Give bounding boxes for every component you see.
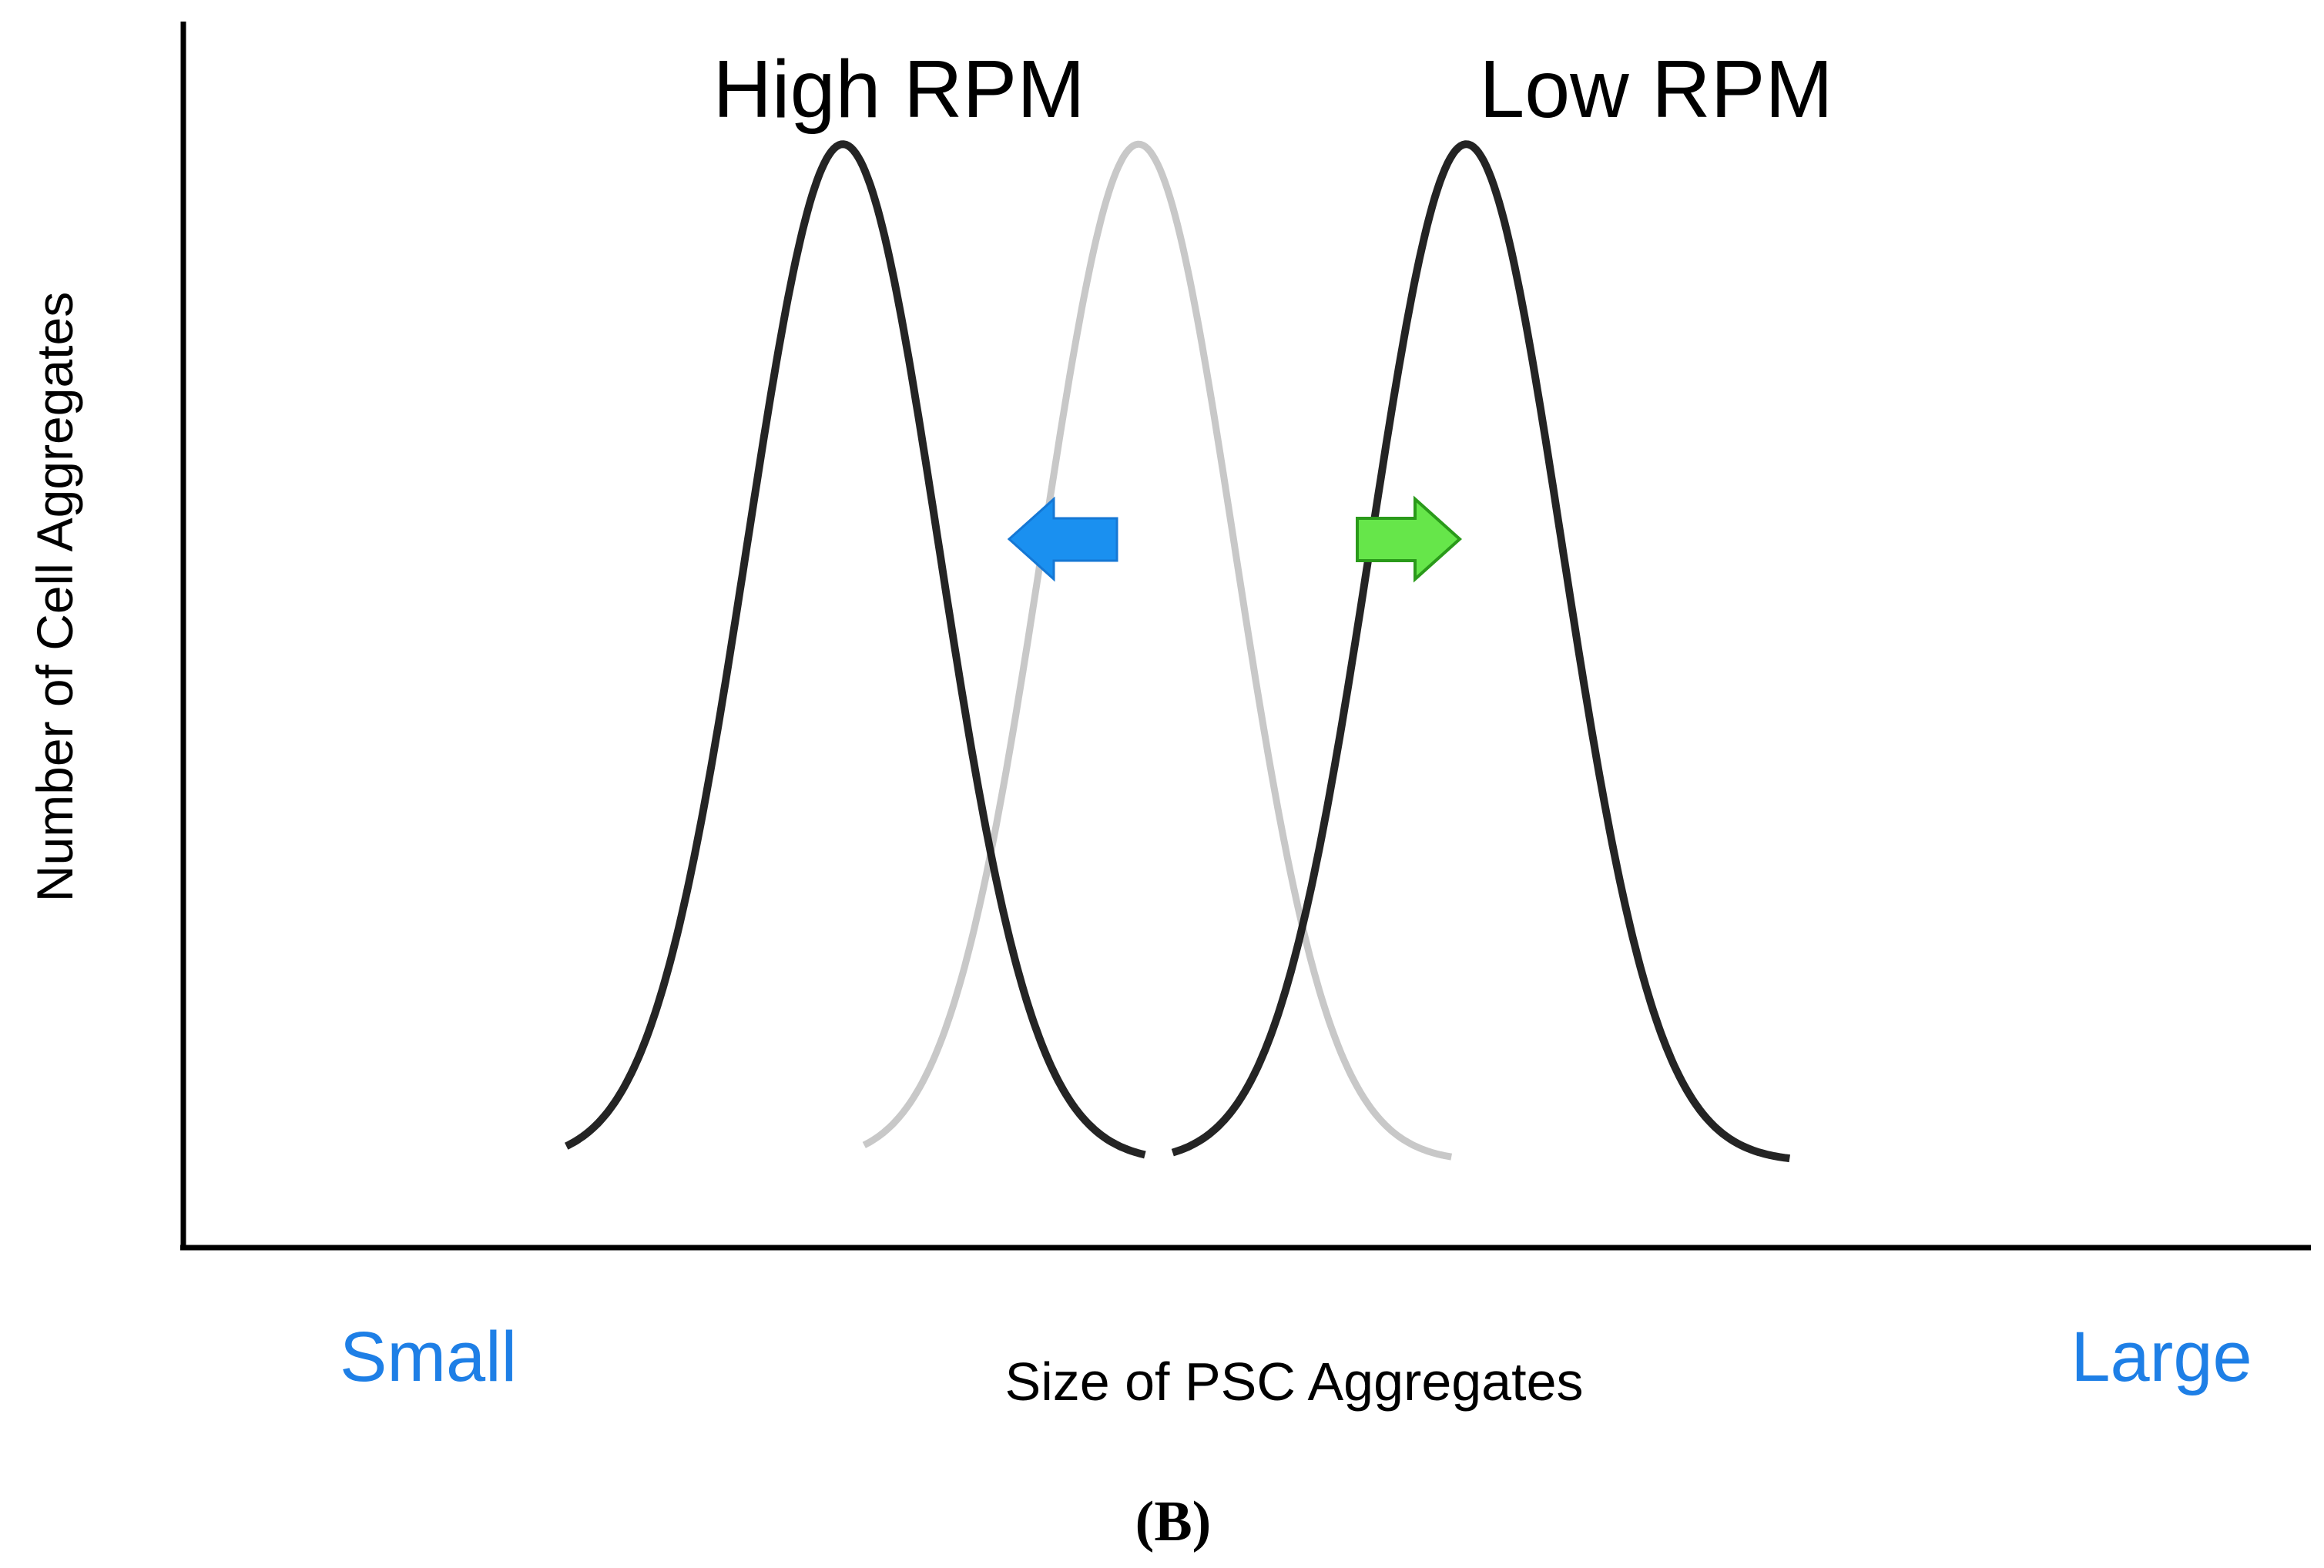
axes	[180, 22, 2311, 1251]
curve-shifted-right	[1171, 140, 1791, 1163]
x-axis-end-large: Large	[2071, 1318, 2252, 1396]
high-rpm-label: High RPM	[713, 44, 1085, 135]
y-axis-label: Number of Cell Aggregates	[26, 292, 83, 902]
curves-group	[565, 140, 1791, 1163]
left-arrow-icon	[1007, 496, 1118, 582]
x-axis-label: Size of PSC Aggregates	[1005, 1352, 1584, 1412]
x-axis-end-small: Small	[340, 1318, 517, 1396]
shift-arrows	[1007, 495, 1462, 583]
curve-shifted-left	[565, 140, 1147, 1159]
curve-reference	[862, 140, 1453, 1161]
right-arrow-icon	[1356, 495, 1462, 583]
low-rpm-label: Low RPM	[1479, 44, 1833, 135]
panel-label: (B)	[1135, 1490, 1212, 1553]
